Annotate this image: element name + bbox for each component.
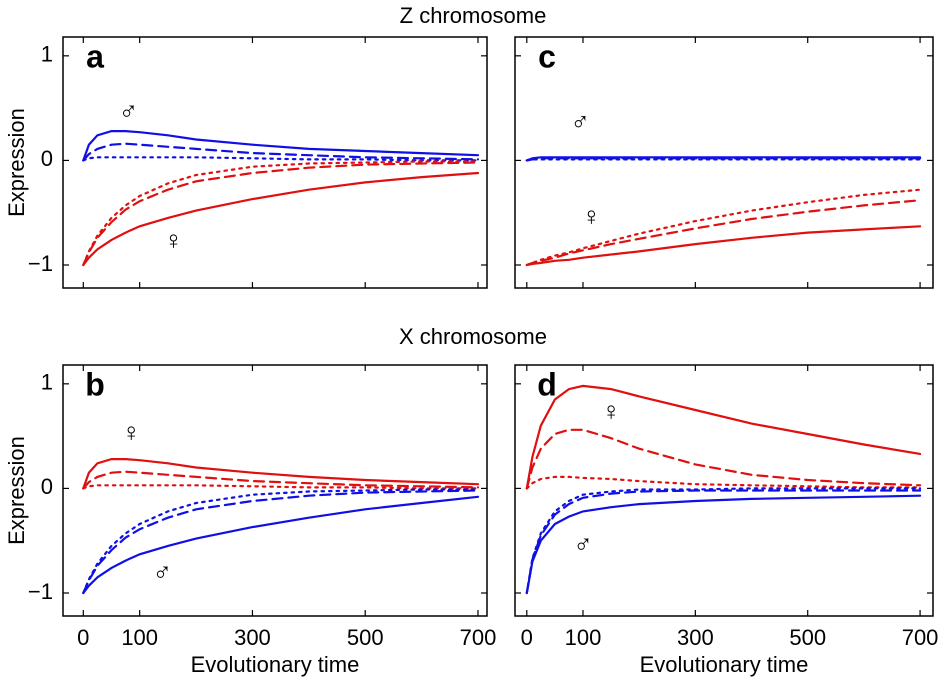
- series-line: [82, 488, 480, 595]
- sex-symbol: ♀: [121, 417, 141, 447]
- plot-frame: [62, 364, 488, 617]
- sex-symbol: ♂: [570, 107, 590, 137]
- y-tick-label: 0: [41, 474, 53, 499]
- series-line: [525, 199, 922, 267]
- plot-frame: [62, 36, 488, 289]
- series-line: [82, 156, 480, 162]
- series-line: [82, 130, 480, 162]
- series-line: [82, 484, 480, 490]
- series-line: [82, 495, 480, 595]
- series-line: [82, 489, 480, 595]
- series-line: [525, 384, 922, 490]
- y-tick-label: −1: [28, 579, 53, 604]
- y-tick-label: 0: [41, 146, 53, 171]
- series-line: [525, 487, 922, 595]
- series-line: [82, 171, 480, 267]
- series-line: [525, 428, 922, 490]
- x-tick-label: 500: [789, 625, 826, 650]
- x-tick-label: 700: [902, 625, 939, 650]
- series-line: [525, 188, 922, 267]
- series-line: [525, 494, 922, 595]
- y-axis-label: Expression: [4, 436, 29, 545]
- panel-label: c: [538, 38, 556, 74]
- plot-frame: [514, 36, 934, 289]
- sex-symbol: ♂: [119, 96, 139, 126]
- y-tick-label: 1: [41, 370, 53, 395]
- x-tick-label: 100: [565, 625, 602, 650]
- y-axis-label: Expression: [4, 108, 29, 217]
- x-axis-label: Evolutionary time: [191, 652, 360, 677]
- x-tick-label: 300: [677, 625, 714, 650]
- series-line: [82, 470, 480, 490]
- plot-frame: [514, 364, 934, 617]
- x-axis-label: Evolutionary time: [640, 652, 809, 677]
- section-heading: Z chromosome: [400, 3, 547, 28]
- x-tick-label: 0: [521, 625, 533, 650]
- x-tick-label: 0: [77, 625, 89, 650]
- x-tick-label: 100: [121, 625, 158, 650]
- series-line: [525, 225, 922, 267]
- sex-symbol: ♂: [152, 557, 172, 587]
- series-line: [525, 158, 922, 162]
- series-line: [525, 475, 922, 490]
- section-heading: X chromosome: [399, 324, 547, 349]
- panel-label: d: [537, 366, 557, 402]
- series-line: [82, 160, 480, 267]
- y-tick-label: −1: [28, 251, 53, 276]
- series-line: [82, 142, 480, 162]
- panel-label: a: [86, 38, 104, 74]
- sex-symbol: ♀: [601, 396, 621, 426]
- series-line: [525, 489, 922, 595]
- sex-symbol: ♀: [164, 225, 184, 255]
- y-tick-label: 1: [41, 42, 53, 67]
- series-line: [82, 161, 480, 267]
- sex-symbol: ♀: [582, 201, 602, 231]
- series-line: [82, 458, 480, 490]
- x-tick-label: 500: [347, 625, 384, 650]
- panel-label: b: [85, 366, 105, 402]
- x-tick-label: 700: [460, 625, 497, 650]
- sex-symbol: ♂: [573, 529, 593, 559]
- x-tick-label: 300: [234, 625, 271, 650]
